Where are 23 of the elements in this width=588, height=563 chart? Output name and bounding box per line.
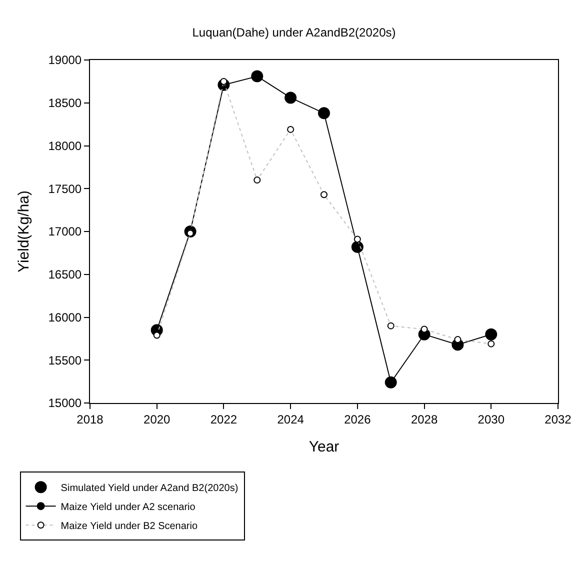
y-tick-label: 18000	[48, 138, 82, 153]
chart-title: Luquan(Dahe) under A2andB2(2020s)	[192, 26, 396, 40]
x-tick-label: 2018	[76, 412, 104, 426]
legend-label: Maize Yield under B2 Scenario	[60, 521, 198, 532]
y-tick-label: 16500	[48, 268, 82, 282]
x-tick-label: 2030	[478, 412, 505, 426]
y-tick-label: 19000	[48, 53, 82, 68]
y-tick-label: 15500	[48, 353, 82, 368]
y-tick-label: 17000	[48, 224, 82, 239]
legend-label: Maize Yield under A2 scenario	[60, 502, 196, 513]
x-tick-label: 2020	[144, 412, 171, 426]
x-tick-label: 2024	[277, 412, 304, 426]
x-tick-label: 2022	[210, 412, 238, 426]
y-axis-title: Yield(Kg/ha)	[15, 190, 32, 272]
y-tick-label: 15000	[48, 396, 82, 410]
y-tick-label: 18500	[48, 96, 82, 110]
x-tick-label: 2026	[344, 412, 372, 426]
x-axis-title: Year	[308, 438, 340, 456]
x-tick-label: 2028	[410, 412, 438, 426]
y-tick-label: 17500	[48, 182, 82, 196]
x-tick-label: 2032	[544, 412, 572, 426]
legend-label: Simulated Yield under A2and B2(2020s)	[60, 483, 238, 494]
y-tick-label: 16000	[48, 310, 82, 324]
